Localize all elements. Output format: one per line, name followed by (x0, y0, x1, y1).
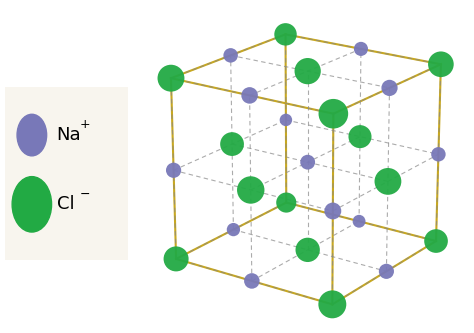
Text: +: + (79, 118, 90, 131)
Circle shape (12, 176, 52, 232)
Text: Cl: Cl (56, 195, 74, 213)
Circle shape (17, 114, 46, 156)
Text: −: − (79, 187, 90, 200)
Text: Na: Na (56, 126, 81, 144)
